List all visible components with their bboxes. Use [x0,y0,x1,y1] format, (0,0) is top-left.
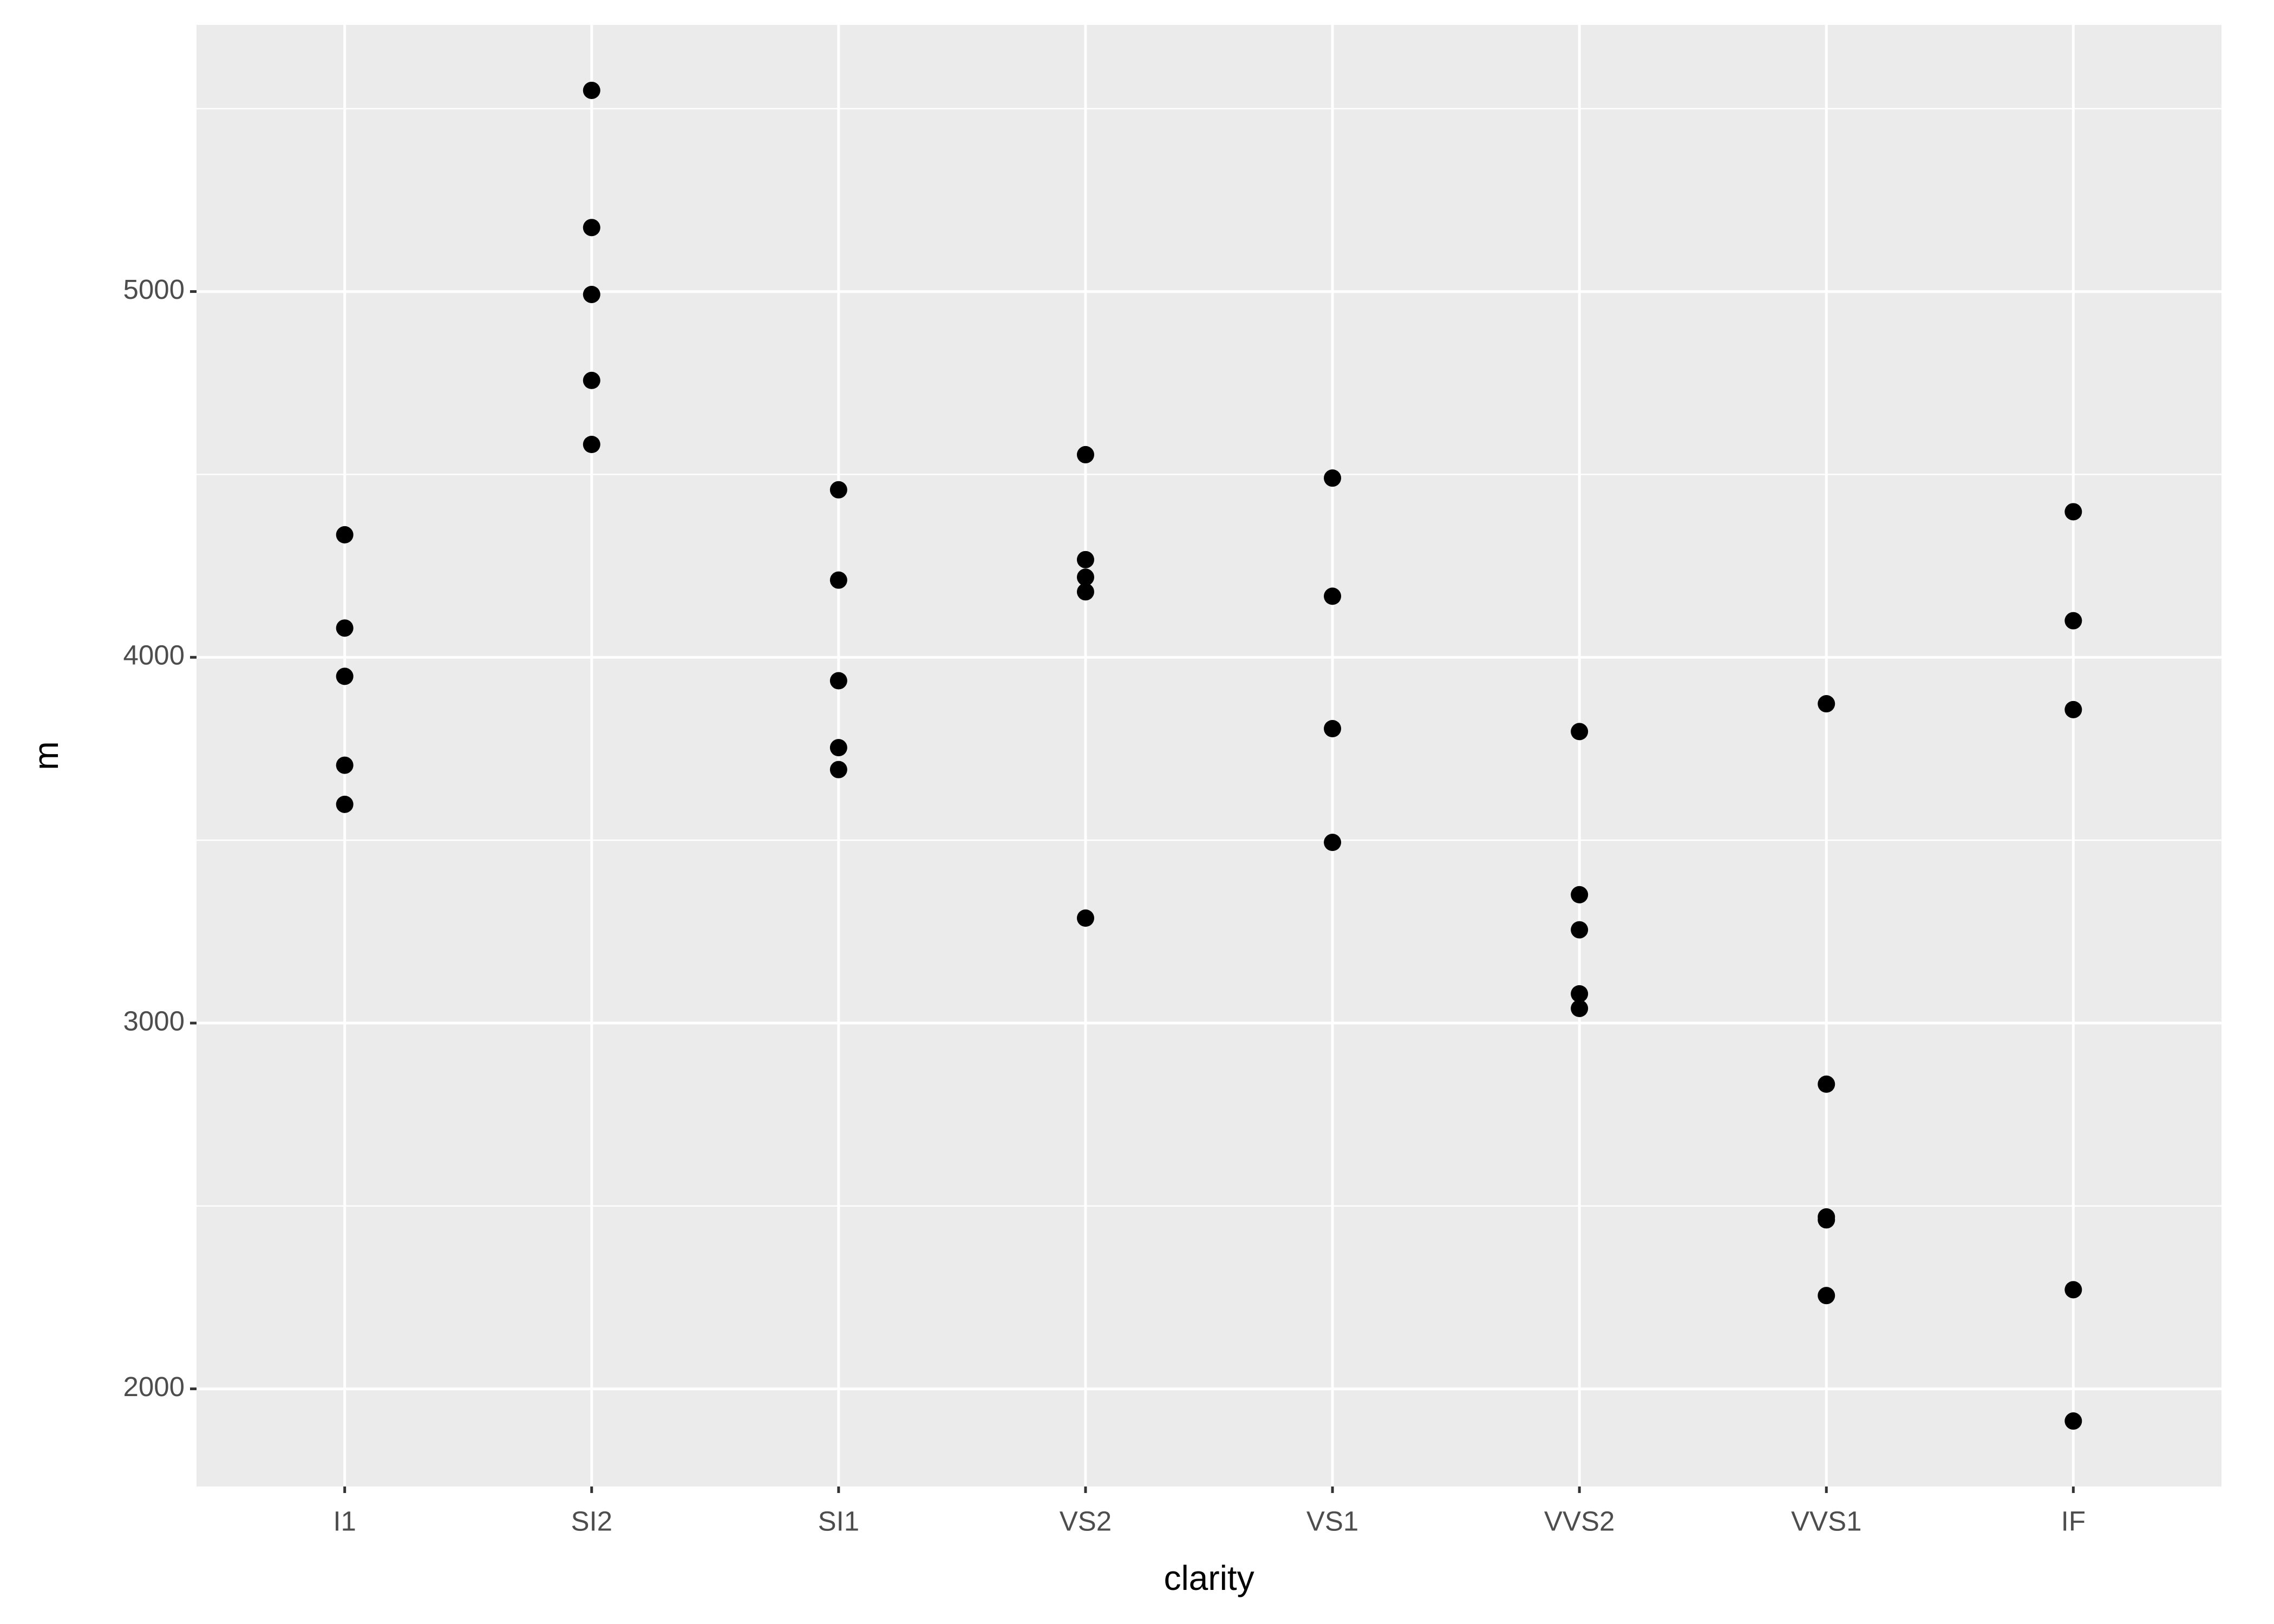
point [336,756,354,774]
y-axis-title: m [27,741,66,770]
point [336,667,354,685]
x-tick-label: I1 [333,1505,356,1536]
y-tick-label: 4000 [123,640,185,671]
point [829,481,847,499]
point [1324,469,1342,487]
panel [197,25,2221,1487]
x-tick-label: VS2 [1060,1505,1112,1536]
x-tick-label: VVS2 [1544,1505,1615,1536]
point [1571,985,1589,1003]
point [829,672,847,690]
point [336,619,354,637]
point [2064,1281,2082,1299]
point [1324,720,1342,737]
point [2064,700,2082,718]
point [1076,568,1094,586]
point [1076,446,1094,463]
x-tick-label: VVS1 [1791,1505,1861,1536]
point [829,571,847,589]
y-tick-label: 5000 [123,274,185,305]
point [2064,1412,2082,1430]
point [1818,695,1835,713]
point [583,436,600,453]
point [1571,999,1589,1017]
point [583,371,600,389]
point [583,81,600,99]
point [1571,921,1589,939]
point [829,739,847,757]
x-axis-title: clarity [1164,1558,1254,1597]
point [829,761,847,778]
point [1324,834,1342,852]
point [336,795,354,813]
point [1818,1211,1835,1229]
point [1571,886,1589,903]
x-tick-label: IF [2061,1505,2086,1536]
x-tick-label: VS1 [1306,1505,1358,1536]
point [583,219,600,237]
point [1818,1287,1835,1305]
point [1076,909,1094,927]
point [1324,587,1342,605]
x-tick-label: SI2 [571,1505,612,1536]
x-tick-label: SI1 [818,1505,860,1536]
point [2064,503,2082,521]
point [1076,551,1094,568]
point [336,526,354,543]
y-tick-label: 3000 [123,1005,185,1036]
point [583,285,600,303]
point [1076,583,1094,601]
point [1818,1075,1835,1093]
point [2064,612,2082,630]
point [1571,723,1589,741]
y-tick-label: 2000 [123,1371,185,1402]
